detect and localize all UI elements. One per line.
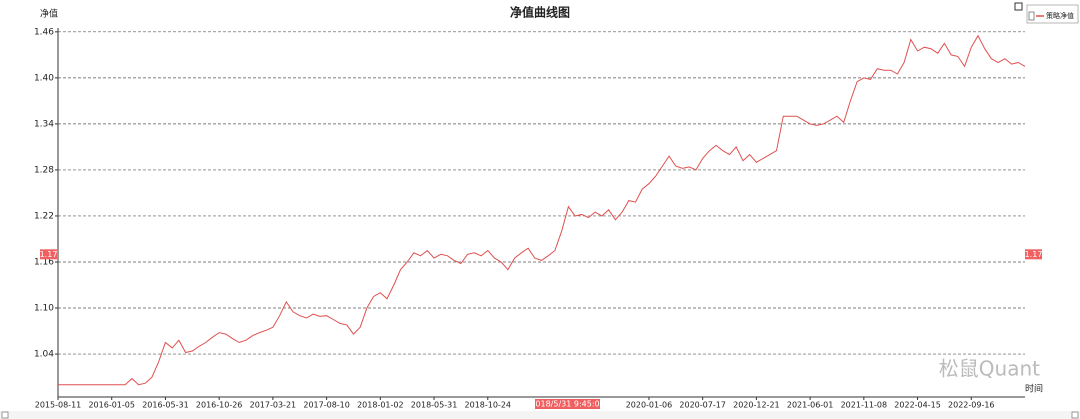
x-tick-label: 2021-11-08 <box>841 401 888 410</box>
scroll-left[interactable] <box>1 411 9 419</box>
cursor-value-label: 1.17 <box>1025 250 1043 259</box>
series-line <box>58 34 1026 386</box>
checkbox[interactable] <box>1014 2 1023 11</box>
cursor-x-box <box>535 399 600 409</box>
y-tick-label: 1.16 <box>34 257 54 267</box>
y-axis-label: 净值 <box>40 8 58 20</box>
y-tick-label: 1.10 <box>34 304 54 314</box>
x-tick-label: 2018-01-02 <box>357 401 404 410</box>
y-tick-label: 1.04 <box>34 350 54 360</box>
x-tick-label: 2016-05-31 <box>142 401 189 410</box>
y-tick-label: 1.40 <box>34 73 54 83</box>
y-tick-label: 1.34 <box>34 119 54 129</box>
legend-box[interactable] <box>1028 11 1035 21</box>
x-tick-label: 2016-01-05 <box>88 401 135 410</box>
x-tick-label: 2018-10-24 <box>465 401 512 410</box>
x-tick-label: 2016-10-26 <box>196 401 243 410</box>
scrollbar[interactable] <box>0 411 1080 419</box>
x-tick-label: 2017-08-10 <box>303 401 350 410</box>
y-tick-label: 1.46 <box>34 27 54 37</box>
y-tick-label: 1.28 <box>34 165 54 175</box>
x-tick-label: 2015-08-11 <box>35 401 82 410</box>
legend <box>1026 4 1079 24</box>
cursor-value-box <box>40 249 57 260</box>
x-tick-label: 2020-07-17 <box>679 401 726 410</box>
x-axis-label: 时间 <box>1025 383 1043 395</box>
cursor-x-label: 2018/5/31 9:45:00 <box>530 400 604 409</box>
y-tick-label: 1.22 <box>34 211 54 221</box>
legend-label: 策略净值 <box>1046 11 1074 20</box>
x-tick-label: 2021-06-01 <box>787 401 834 410</box>
watermark: 松鼠Quant <box>939 357 1040 381</box>
x-tick-label: 2022-04-15 <box>894 401 941 410</box>
x-tick-label: 2022-09-16 <box>948 401 995 410</box>
x-tick-label: 2020-12-21 <box>733 401 780 410</box>
cursor-value-box <box>1025 249 1042 260</box>
x-tick-label: 2018-05-31 <box>411 401 458 410</box>
scroll-right[interactable] <box>1071 411 1079 419</box>
chart-title: 净值曲线图 <box>510 5 570 20</box>
x-tick-label: 2020-01-06 <box>626 401 673 410</box>
x-tick-label: 2017-03-21 <box>250 401 297 410</box>
cursor-value-label: 1.17 <box>40 250 58 259</box>
